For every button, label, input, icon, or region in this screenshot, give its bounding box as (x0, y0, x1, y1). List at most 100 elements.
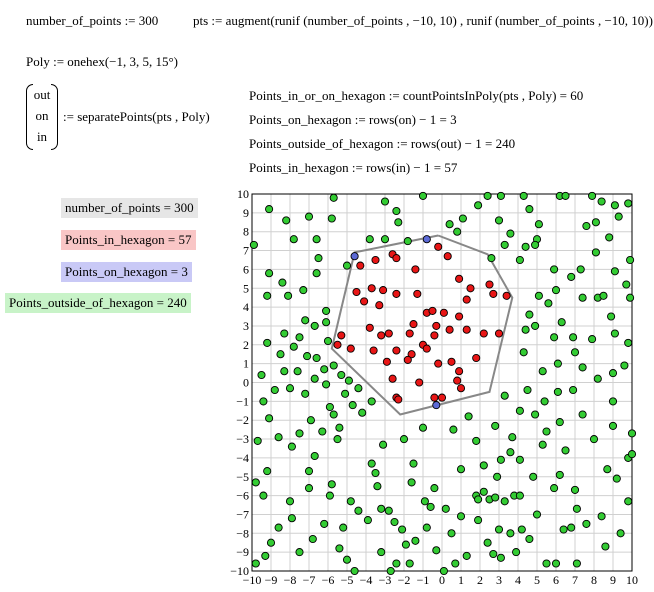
points-in-or-on-hexagon-line[interactable]: Points_in_or_on_hexagon := countPointsIn… (249, 88, 584, 103)
point-out (474, 495, 483, 504)
y-tick-label: 4 (243, 300, 249, 314)
point-out (614, 212, 623, 221)
point-in (447, 357, 456, 366)
x-tick-label: −5 (341, 573, 354, 587)
point-out (282, 216, 291, 225)
points-on-hexagon-result[interactable]: Points_on_hexagon = 3 (61, 262, 192, 282)
point-out (310, 451, 319, 461)
point-out (531, 240, 540, 249)
point-out (519, 191, 528, 200)
point-out (322, 318, 331, 327)
point-out (329, 410, 338, 419)
point-out (570, 485, 580, 494)
point-out (403, 237, 412, 246)
point-out (627, 429, 637, 438)
point-in (422, 344, 431, 353)
point-out (249, 240, 258, 249)
number-of-points-definition[interactable]: number_of_points := 300 (26, 13, 159, 28)
points-outside-of-hexagon-line[interactable]: Points_outside_of_hexagon := rows(out) −… (249, 136, 516, 151)
point-out (418, 423, 428, 432)
point-out (285, 497, 295, 506)
point-out (405, 559, 414, 568)
x-tick-label: 9 (610, 573, 616, 587)
point-out (301, 389, 310, 398)
point-out (409, 459, 418, 468)
point-out (451, 559, 460, 568)
points-in-hexagon-line[interactable]: Points_in_hexagon := rows(in) − 1 = 57 (249, 160, 458, 175)
y-tick-label: 6 (243, 262, 249, 276)
point-out (263, 338, 272, 347)
point-out (572, 559, 581, 568)
point-out (263, 467, 272, 476)
point-out (310, 374, 319, 383)
point-out (274, 523, 283, 532)
point-out (329, 361, 338, 370)
point-out (491, 493, 500, 502)
point-out (572, 504, 581, 513)
points-on-hexagon-line[interactable]: Points_on_hexagon := rows(on) − 1 = 3 (249, 112, 457, 127)
point-out (515, 255, 524, 265)
point-out (521, 325, 530, 334)
point-out (329, 193, 338, 202)
point-in (352, 287, 361, 297)
x-tick-label: 0 (439, 573, 445, 587)
point-out (624, 338, 633, 347)
point-out (367, 397, 376, 406)
point-in (413, 289, 422, 298)
point-out (531, 410, 540, 419)
point-out (519, 348, 528, 357)
poly-definition[interactable]: Poly := onehex(−1, 3, 5, 15°) (26, 54, 179, 69)
points-outside-hexagon-result[interactable]: Points_outside_of_hexagon = 240 (5, 293, 191, 313)
point-out (398, 525, 407, 534)
point-out (354, 384, 363, 393)
point-out (449, 425, 458, 434)
point-out (257, 370, 266, 380)
point-out (591, 218, 600, 227)
point-in (434, 359, 443, 368)
point-out (430, 484, 439, 493)
point-out (453, 227, 462, 236)
point-out (299, 286, 308, 295)
x-tick-label: 1 (458, 573, 464, 587)
y-tick-label: 8 (243, 225, 249, 239)
separate-points-definition[interactable]: := separatePoints(pts , Poly) (63, 109, 210, 124)
points-in-hexagon-result[interactable]: Points_in_hexagon = 57 (61, 230, 196, 250)
point-out (259, 397, 268, 406)
x-tick-label: −10 (243, 573, 262, 587)
point-in (430, 393, 439, 402)
point-out (335, 544, 344, 553)
point-in (443, 252, 452, 261)
point-out (377, 548, 386, 557)
pts-definition[interactable]: pts := augment(runif (number_of_points ,… (193, 13, 653, 28)
point-out (318, 427, 327, 436)
point-out (380, 235, 390, 244)
point-out (567, 272, 576, 281)
point-out (567, 523, 576, 532)
point-out (327, 214, 336, 223)
number-of-points-result[interactable]: number_of_points = 300 (61, 198, 198, 218)
x-tick-label: −1 (417, 573, 430, 587)
point-out (371, 468, 380, 478)
point-out (280, 367, 289, 376)
point-out (304, 484, 314, 493)
point-out (295, 548, 304, 557)
point-in (415, 378, 424, 387)
point-out (289, 235, 298, 244)
point-out (521, 242, 530, 251)
vector-item-in: in (36, 129, 48, 144)
point-out (612, 474, 621, 483)
point-out (515, 455, 524, 464)
point-out (342, 261, 352, 270)
point-out (439, 566, 448, 576)
x-tick-label: −8 (284, 573, 297, 587)
point-out (624, 199, 633, 208)
y-tick-label: −7 (236, 507, 249, 521)
out-on-in-vector[interactable]: out on in (26, 84, 58, 150)
point-out (542, 559, 551, 568)
point-out (610, 201, 619, 210)
point-out (265, 269, 274, 278)
point-out (500, 391, 509, 400)
point-out (578, 410, 587, 419)
point-in (437, 393, 447, 402)
